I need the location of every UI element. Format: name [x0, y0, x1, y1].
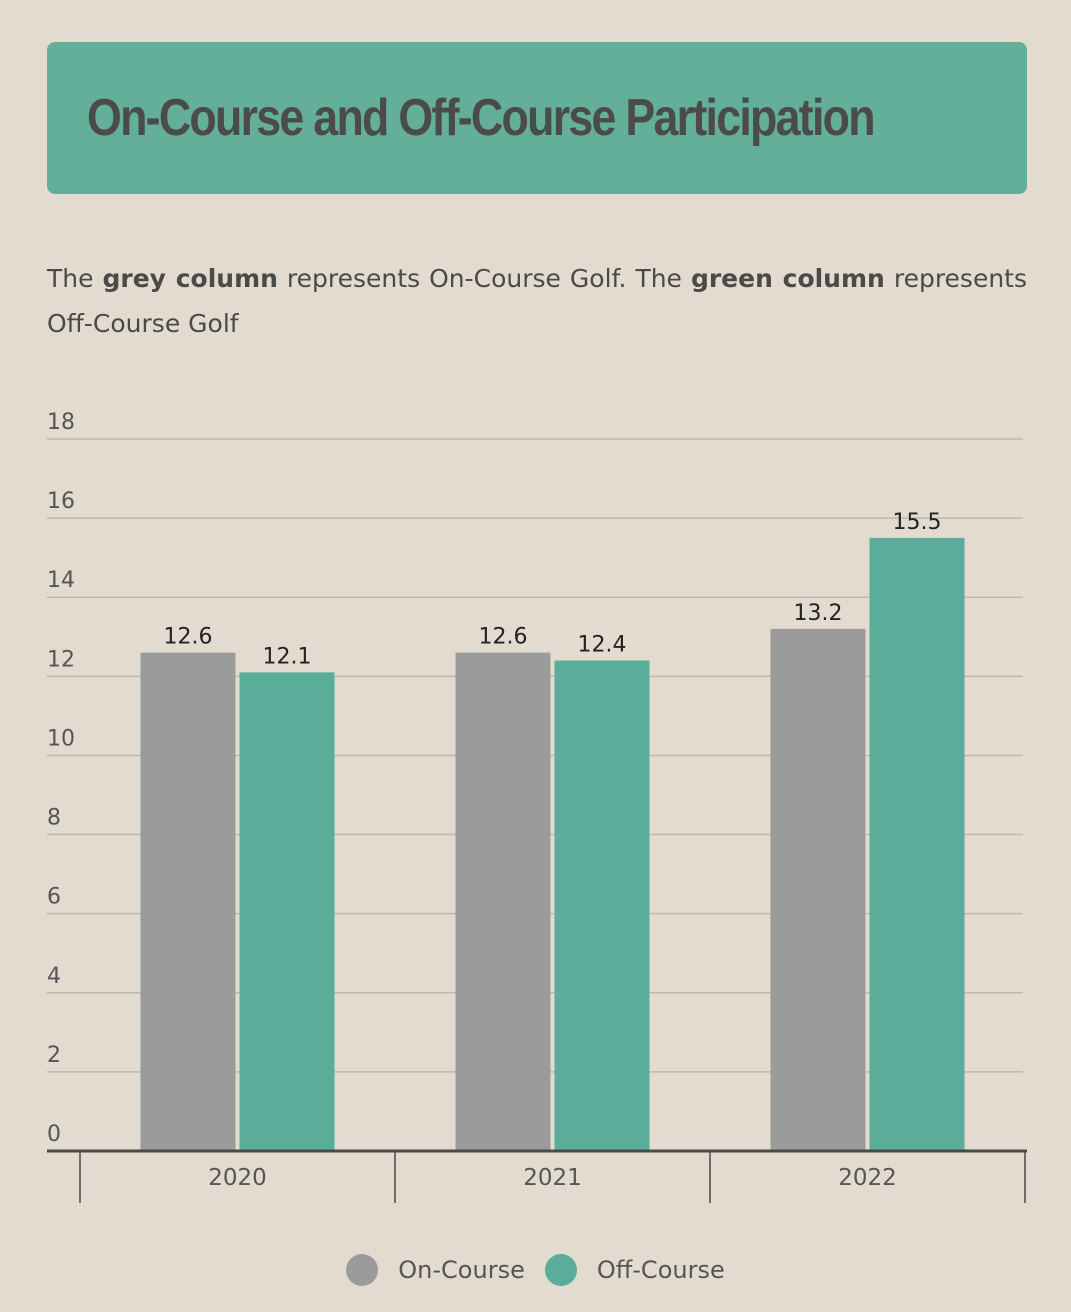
y-tick-label-8: 8 — [47, 806, 61, 831]
y-tick-label-2: 2 — [47, 1043, 61, 1068]
description-text-1: The — [47, 264, 103, 293]
legend-item-on-course[interactable]: On-Course — [346, 1254, 525, 1286]
title-banner: On-Course and Off-Course Participation — [47, 42, 1027, 194]
legend-swatch-off-course — [544, 1254, 577, 1286]
description-bold-grey: grey column — [102, 264, 278, 293]
legend-label-off-course: Off-Course — [596, 1256, 725, 1284]
bar-off-course-2022 — [869, 537, 965, 1151]
bar-chart: 0 2 4 6 8 10 12 14 16 18 12.6 12.1 2020 12.6 12.4 2021 1… — [47, 410, 1027, 1203]
y-tick-label-6: 6 — [47, 885, 61, 910]
chart-description: The grey column represents On-Course Gol… — [47, 256, 1027, 346]
y-tick-label-4: 4 — [47, 964, 61, 989]
value-label-on-course-2022: 13.2 — [794, 601, 843, 626]
y-tick-label-10: 10 — [47, 726, 75, 751]
legend-item-off-course[interactable]: Off-Course — [544, 1254, 725, 1286]
y-tick-label-16: 16 — [47, 489, 75, 514]
y-tick-label-18: 18 — [47, 410, 75, 435]
bar-on-course-2022 — [770, 628, 866, 1151]
value-label-on-course-2021: 12.6 — [479, 625, 528, 650]
y-tick-label-12: 12 — [47, 647, 75, 672]
x-tick-label-2020: 2020 — [208, 1165, 267, 1191]
bar-on-course-2021 — [455, 652, 551, 1151]
chart-title: On-Course and Off-Course Participation — [87, 89, 876, 147]
bar-on-course-2020 — [140, 652, 236, 1151]
value-label-off-course-2021: 12.4 — [578, 633, 627, 658]
legend: On-Course Off-Course — [0, 1254, 1071, 1286]
value-label-on-course-2020: 12.6 — [164, 625, 213, 650]
y-tick-label-14: 14 — [47, 568, 75, 593]
bar-off-course-2021 — [554, 660, 650, 1151]
x-tick-label-2021: 2021 — [523, 1165, 582, 1191]
x-tick-label-2022: 2022 — [838, 1165, 897, 1191]
description-text-3: represents Off-Course Golf — [47, 264, 1028, 338]
value-label-off-course-2022: 15.5 — [893, 510, 942, 535]
legend-swatch-on-course — [346, 1254, 379, 1286]
y-tick-label-0: 0 — [47, 1122, 61, 1147]
value-label-off-course-2020: 12.1 — [263, 644, 312, 669]
legend-label-on-course: On-Course — [398, 1256, 525, 1284]
description-text-2: represents On-Course Golf. The — [277, 264, 691, 293]
bar-off-course-2020 — [239, 672, 335, 1151]
description-bold-green: green column — [690, 264, 885, 293]
